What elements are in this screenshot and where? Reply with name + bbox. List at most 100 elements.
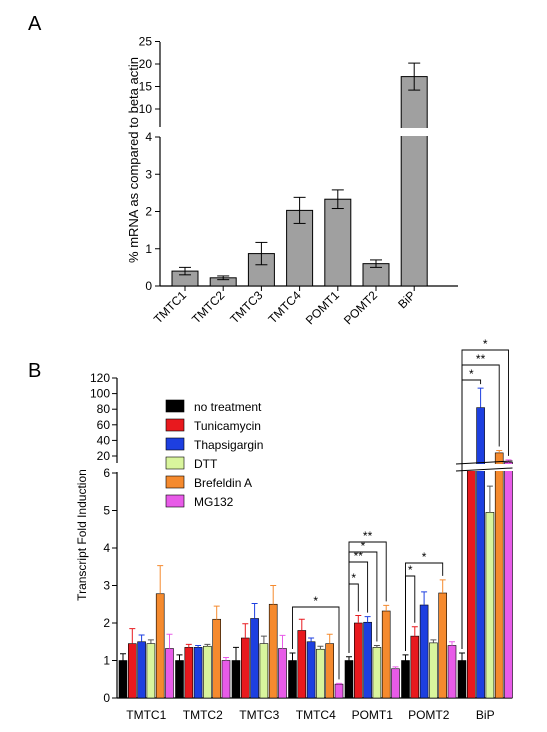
panel-b-significance-bracket [461,349,509,649]
panel-b-bar [241,637,250,699]
panel-b-tick-label: 3 [103,579,110,593]
panel-a-tick-label: 25 [139,35,153,49]
panel-b-bar [165,648,174,699]
panel-b-bar [306,641,316,699]
panel-a-chart: % mRNA as compared to beta actin 0 1 2 3 4 10… [126,35,458,327]
panel-b-significance-label: * [313,594,318,608]
panel-a-tick-label: 2 [145,205,152,219]
panel-a-category-label: TMTC4 [266,288,304,326]
panel-b-tick-label: 100 [90,387,110,401]
panel-b-tick-label: 20 [97,449,111,463]
panel-b-bar [466,465,476,699]
panel-b-bar [155,593,165,699]
panel-b-bar [250,618,259,699]
panel-b-bar [278,648,287,699]
panel-a-tick-label: 20 [139,57,153,71]
panel-b-legend-label: no treatment [194,400,262,414]
panel-b-significance-label: * [469,367,474,381]
panel-b-significance-label: * [361,539,366,553]
panel-b-category-label: POMT2 [408,708,450,722]
panel-b-legend-label: DTT [194,457,218,471]
panel-a-tick-label: 4 [145,130,152,144]
panel-b-bar [419,604,429,699]
panel-b-significance-label: * [422,550,427,564]
panel-a-label: A [28,13,42,35]
panel-b-bar [221,660,231,699]
panel-b-tick-label: 40 [97,433,111,447]
panel-b-legend-swatch [165,475,185,489]
panel-b-bar [325,643,335,699]
panel-b-bar [128,643,137,699]
panel-a-tick-label: 3 [145,167,152,181]
panel-b-bar [438,592,448,699]
panel-a-tick-label: 0 [145,279,152,293]
panel-a-axis-break-gap [399,128,430,136]
panel-b-bar [447,645,457,699]
panel-b-significance-label: * [351,571,356,585]
panel-b-chart: Transcript Fold Induction no treatment Tu… [75,337,514,722]
panel-b-legend-label: Tunicamycin [194,419,261,433]
panel-b-label: B [28,360,41,382]
panel-b-bar [203,645,212,699]
panel-b-significance-bracket [348,551,378,653]
panel-b-category-label: BiP [476,708,495,722]
panel-b-bar [429,642,438,699]
panel-b-legend-swatch [165,399,185,413]
panel-b-bar [184,647,194,699]
panel-a-bar [324,198,352,287]
panel-b-significance-bracket [292,606,340,680]
panel-b-significance-label: ** [354,549,364,563]
panel-b-bar [231,660,241,699]
panel-b-tick-label: 4 [103,541,110,555]
panel-b-axis-break-gap [456,464,514,471]
panel-b-significance-label: ** [476,352,486,366]
panel-b-bar [334,683,344,699]
panel-b-legend-swatch [165,418,185,432]
panel-b-legend-swatch [165,437,185,451]
panel-b-bar [118,660,128,699]
panel-b-bar [353,622,363,699]
panel-b-tick-label: 5 [103,504,110,518]
panel-b-y-axis-label: Transcript Fold Induction [75,469,89,601]
panel-b-bar [146,643,156,699]
panel-a-y-axis-label: % mRNA as compared to beta actin [126,57,141,263]
panel-b-category-label: POMT1 [352,708,394,722]
panel-b-bar [137,641,146,699]
panel-b-legend-swatch [165,456,185,470]
panel-b-category-label: TMTC2 [183,708,223,722]
panel-a-tick-label: 15 [139,80,153,94]
panel-a-category-label: TMTC2 [189,288,227,326]
panel-b-bar [476,407,485,699]
panel-a-bar [400,76,428,287]
panel-a-category-label: TMTC1 [151,288,189,326]
panel-b-legend-label: MG132 [194,495,234,509]
panel-b-tick-label: 80 [97,402,111,416]
panel-b-bar [504,461,513,699]
panel-b-bar [372,647,382,699]
panel-b-bar [401,660,410,699]
panel-b-significance-bracket [405,562,444,651]
panel-b-bar [494,452,504,699]
panel-b-significance-label: * [408,563,413,577]
panel-b-category-label: TMTC4 [296,708,336,722]
panel-b-bar [485,512,495,699]
panel-b-legend-swatch [165,494,185,508]
panel-b-tick-label: 1 [103,654,110,668]
panel-b-tick-label: 6 [103,466,110,480]
panel-b-tick-label: 0 [103,691,110,705]
panel-b-significance-label: * [483,337,488,351]
panel-b-significance-label: ** [363,529,373,543]
panel-b-legend-label: Thapsigargin [194,438,263,452]
panel-b-bar [288,660,297,699]
panel-a-tick-label: 10 [139,102,153,116]
panel-b-category-label: TMTC3 [239,708,279,722]
panel-b-bar [363,621,372,699]
panel-a-category-label: BiP [395,288,418,311]
panel-a-category-label: POMT2 [341,288,380,327]
panel-b-tick-label: 2 [103,616,110,630]
panel-a-category-label: POMT1 [303,288,342,327]
panel-b-bar [259,643,269,699]
panel-b-bar [381,610,391,699]
panel-b-legend-label: Brefeldin A [194,476,252,490]
